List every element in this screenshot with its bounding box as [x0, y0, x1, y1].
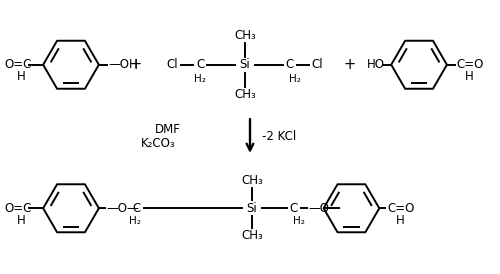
Text: CH₃: CH₃	[234, 28, 256, 42]
Text: C: C	[132, 202, 141, 215]
Text: H₂: H₂	[194, 74, 206, 84]
Text: +: +	[130, 57, 141, 72]
Text: H₂: H₂	[293, 216, 304, 226]
Text: Cl: Cl	[312, 58, 324, 71]
Text: Si: Si	[240, 58, 250, 71]
Text: H: H	[396, 214, 405, 227]
Text: C=O: C=O	[457, 58, 484, 71]
Text: —OH: —OH	[109, 58, 138, 71]
Text: DMF: DMF	[154, 122, 180, 136]
Text: C: C	[196, 58, 204, 71]
Text: —O—: —O—	[107, 202, 140, 215]
Text: CH₃: CH₃	[241, 174, 263, 187]
Text: H: H	[17, 70, 25, 83]
Text: C: C	[290, 202, 298, 215]
Text: H: H	[17, 214, 25, 227]
Text: CH₃: CH₃	[234, 88, 256, 101]
Text: -2 KCl: -2 KCl	[262, 130, 296, 142]
Text: +: +	[344, 57, 355, 72]
Text: C=O: C=O	[387, 202, 414, 215]
Text: Si: Si	[246, 202, 258, 215]
Text: HO: HO	[368, 58, 386, 71]
Text: O=C: O=C	[4, 58, 32, 71]
Text: Cl: Cl	[166, 58, 178, 71]
Text: —O—: —O—	[308, 202, 342, 215]
Text: H₂: H₂	[289, 74, 300, 84]
Text: CH₃: CH₃	[241, 230, 263, 242]
Text: C: C	[286, 58, 294, 71]
Text: H: H	[465, 70, 473, 83]
Text: K₂CO₃: K₂CO₃	[141, 138, 176, 150]
Text: O=C: O=C	[4, 202, 32, 215]
Text: H₂: H₂	[128, 216, 140, 226]
